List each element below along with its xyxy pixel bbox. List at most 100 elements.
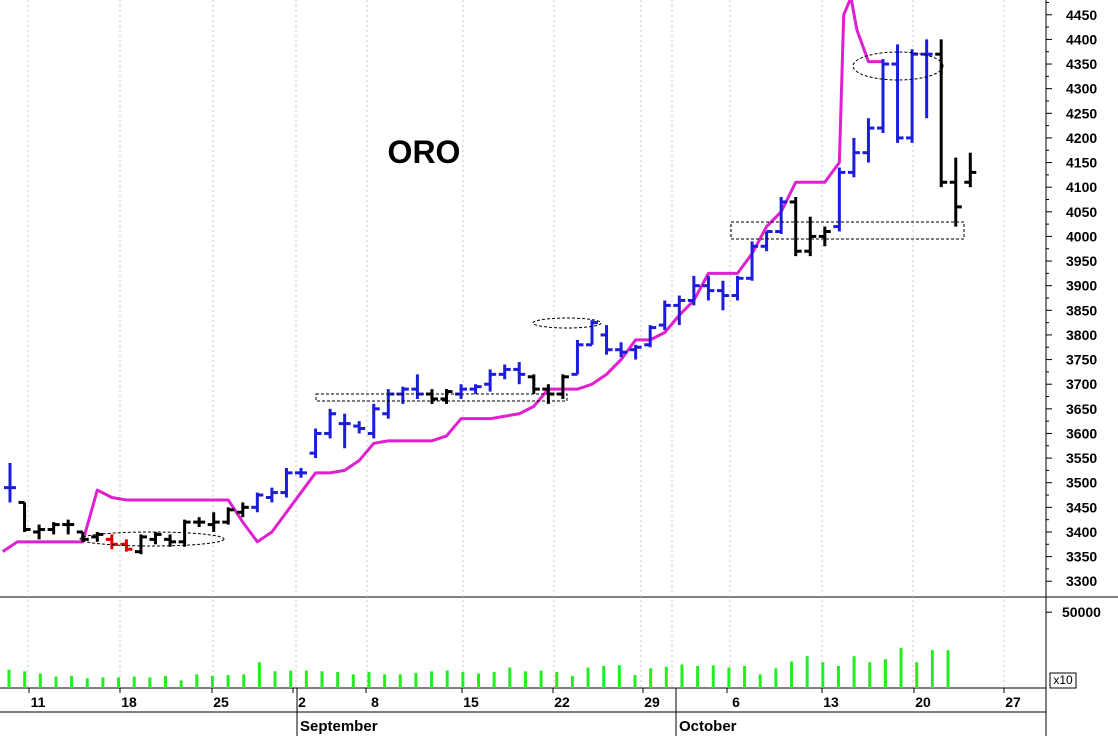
day-tick-label: 15 xyxy=(463,694,479,710)
ohlc-bar xyxy=(47,522,60,535)
day-tick-label: 8 xyxy=(371,694,379,710)
ohlc-bar xyxy=(134,534,147,555)
ohlc-bar xyxy=(658,300,671,331)
price-tick-label: 4350 xyxy=(1066,56,1097,72)
ohlc-bar xyxy=(33,524,46,540)
price-tick-label: 3500 xyxy=(1066,475,1097,491)
ohlc-bar xyxy=(513,362,526,385)
ohlc-bar xyxy=(265,487,278,503)
ohlc-bar xyxy=(425,389,438,404)
price-tick-label: 3700 xyxy=(1066,376,1097,392)
ohlc-bar xyxy=(775,197,788,234)
ohlc-bar xyxy=(353,421,366,434)
ohlc-bar xyxy=(222,507,235,525)
ohlc-bar xyxy=(411,374,424,399)
ohlc-bar xyxy=(484,369,497,392)
ohlc-bar xyxy=(716,280,729,311)
price-tick-label: 3300 xyxy=(1066,573,1097,589)
price-tick-label: 3600 xyxy=(1066,425,1097,441)
price-tick-label: 3450 xyxy=(1066,499,1097,515)
ohlc-bar xyxy=(746,241,759,281)
ohlc-bar xyxy=(789,197,802,257)
day-tick-label: 2 xyxy=(298,694,306,710)
ohlc-bar xyxy=(324,408,337,439)
ohlc-bar xyxy=(527,374,540,395)
ohlc-bar xyxy=(120,539,133,552)
ohlc-bar xyxy=(687,275,700,306)
ohlc-bar xyxy=(615,342,628,358)
day-tick-label: 22 xyxy=(554,694,570,710)
price-tick-label: 4200 xyxy=(1066,130,1097,146)
price-tick-label: 4450 xyxy=(1066,7,1097,23)
ohlc-bar xyxy=(207,512,220,532)
stop-line xyxy=(1,0,883,553)
price-tick-label: 3350 xyxy=(1066,549,1097,565)
ohlc-bar xyxy=(571,339,584,376)
day-tick-label: 20 xyxy=(915,694,931,710)
ohlc-bar xyxy=(149,531,162,545)
ohlc-bar xyxy=(251,492,264,513)
day-tick-label: 13 xyxy=(823,694,839,710)
day-tick-label: 18 xyxy=(121,694,137,710)
ohlc-bar xyxy=(949,157,962,227)
ohlc-bar xyxy=(673,295,686,326)
day-tick-label: 6 xyxy=(732,694,740,710)
ohlc-bar xyxy=(62,519,75,535)
ohlc-bar xyxy=(906,49,919,143)
month-label: October xyxy=(679,718,737,735)
volume-unit-label: x10 xyxy=(1053,673,1073,687)
ohlc-bar xyxy=(833,167,846,232)
ohlc-bar xyxy=(76,530,89,542)
ohlc-bar xyxy=(469,384,482,395)
ohlc-bar xyxy=(280,467,293,498)
price-tick-label: 3550 xyxy=(1066,450,1097,466)
month-label: September xyxy=(300,718,378,735)
ohlc-bar xyxy=(920,39,933,119)
ohlc-bar xyxy=(818,226,831,247)
annotation-ellipse xyxy=(852,51,944,81)
price-tick-label: 4150 xyxy=(1066,155,1097,171)
price-tick-label: 4100 xyxy=(1066,179,1097,195)
ohlc-bar xyxy=(193,517,206,528)
ohlc-bar xyxy=(586,320,598,347)
ohlc-bar xyxy=(4,463,16,503)
price-tick-label: 4050 xyxy=(1066,204,1097,220)
ohlc-bar xyxy=(367,403,380,439)
ohlc-bar xyxy=(629,344,642,360)
ohlc-bar xyxy=(338,413,351,449)
ohlc-bar xyxy=(731,275,744,301)
ohlc-bar xyxy=(295,467,307,478)
ohlc-bar xyxy=(877,59,889,133)
ohlc-bar xyxy=(935,39,948,188)
price-tick-label: 4000 xyxy=(1066,228,1097,244)
ohlc-bar xyxy=(236,502,249,518)
annotation-rectangle xyxy=(730,221,965,240)
ohlc-bar xyxy=(164,534,177,547)
price-tick-label: 3750 xyxy=(1066,352,1097,368)
volume-unit-box xyxy=(1049,672,1077,689)
annotation-ellipse xyxy=(532,317,602,329)
price-tick-label: 3900 xyxy=(1066,278,1097,294)
ohlc-bar xyxy=(847,137,860,178)
ohlc-bar xyxy=(455,384,468,399)
ohlc-bar xyxy=(891,44,904,143)
price-tick-label: 3650 xyxy=(1066,401,1097,417)
price-tick-label: 4400 xyxy=(1066,31,1097,47)
ohlc-bar xyxy=(964,152,977,188)
annotation-ellipse xyxy=(79,531,225,547)
day-tick-label: 25 xyxy=(213,694,229,710)
price-tick-label: 4300 xyxy=(1066,81,1097,97)
ohlc-bar xyxy=(498,364,511,380)
ohlc-bar xyxy=(804,216,817,257)
volume-tick-label: 50000 xyxy=(1062,604,1101,620)
ohlc-bar xyxy=(91,531,104,542)
day-tick-label: 11 xyxy=(31,694,46,710)
ohlc-bar xyxy=(600,325,613,355)
price-tick-label: 3800 xyxy=(1066,327,1097,343)
day-tick-label: 29 xyxy=(644,694,660,710)
annotation-rectangle xyxy=(315,393,568,402)
price-tick-label: 3950 xyxy=(1066,253,1097,269)
ohlc-bar xyxy=(760,230,773,252)
